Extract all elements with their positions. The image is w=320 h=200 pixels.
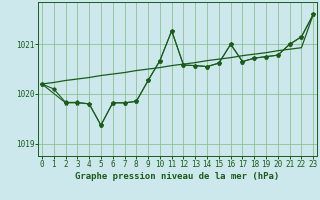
- X-axis label: Graphe pression niveau de la mer (hPa): Graphe pression niveau de la mer (hPa): [76, 172, 280, 181]
